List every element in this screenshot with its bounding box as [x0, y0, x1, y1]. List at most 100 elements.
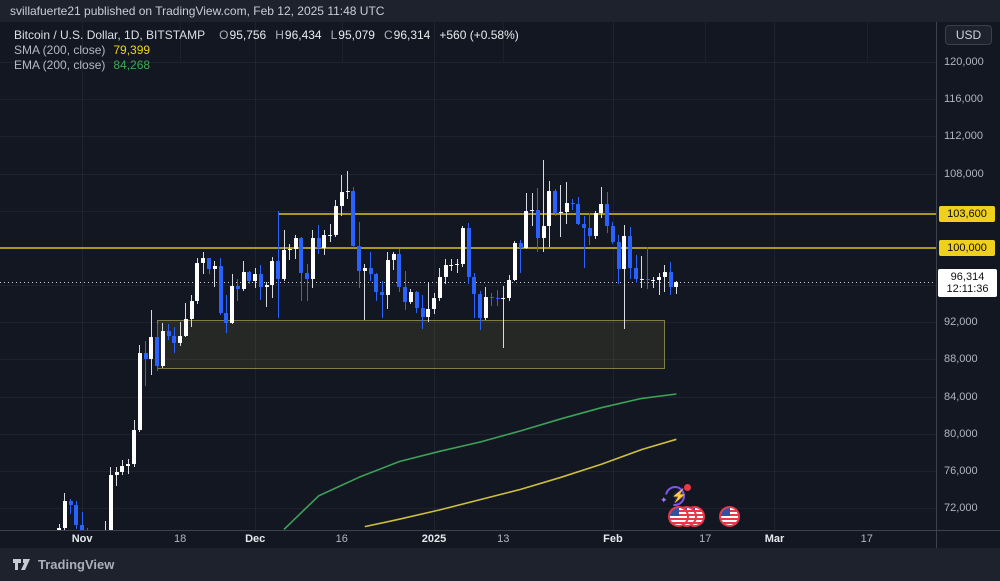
candle-down [420, 308, 425, 317]
candle-down [645, 279, 650, 281]
candle-wick [127, 458, 129, 474]
event-sticker-lightning[interactable]: ⚡ ✦ [660, 482, 692, 512]
candle-wick [266, 282, 268, 308]
candle-down [489, 297, 494, 299]
us-flag-coin-icon [719, 506, 740, 527]
moving-average-curves [283, 393, 677, 530]
candle-wick [289, 244, 291, 260]
candle-down [478, 294, 483, 318]
candle-down [576, 204, 581, 224]
candle-wick [202, 251, 204, 274]
candle-wick [87, 527, 89, 530]
supply-zone-box [157, 320, 665, 370]
level-price-label: 100,000 [939, 239, 995, 256]
candle-up [149, 337, 154, 360]
legend-symbol-row[interactable]: Bitcoin / U.S. Dollar, 1D, BITSTAMP O95,… [14, 28, 519, 42]
candle-wick [658, 272, 660, 296]
candle-wick [145, 341, 147, 387]
candle-wick [393, 251, 395, 271]
candle-down [466, 228, 471, 277]
gridline-vertical [612, 22, 614, 530]
sma-value: 79,399 [113, 43, 151, 57]
symbol-title: Bitcoin / U.S. Dollar, 1D, BITSTAMP [14, 28, 206, 42]
gridline-vertical-minor [866, 22, 868, 62]
candle-up [558, 211, 563, 214]
candle-down [276, 260, 281, 280]
candle-down [397, 254, 402, 287]
candle-up [460, 228, 465, 264]
candle-up [657, 276, 662, 281]
gridline-horizontal [0, 210, 936, 212]
candle-up [287, 248, 292, 250]
gridline-horizontal [0, 136, 936, 138]
time-tick-label: 18 [174, 533, 187, 545]
legend-ema-row[interactable]: EMA (200, close) 84,268 [14, 58, 519, 72]
legend-sma-row[interactable]: SMA (200, close) 79,399 [14, 43, 519, 57]
candle-up [437, 276, 442, 298]
candle-up [622, 235, 627, 270]
candle-up [253, 273, 258, 282]
candle-wick [104, 521, 106, 530]
price-tick-label: 120,000 [944, 56, 984, 68]
candle-down [535, 209, 540, 238]
candle-up [426, 309, 431, 317]
chart-legend: Bitcoin / U.S. Dollar, 1D, BITSTAMP O95,… [14, 28, 519, 73]
candle-down [518, 243, 523, 248]
candle-down [235, 285, 240, 289]
price-pane[interactable]: Bitcoin / U.S. Dollar, 1D, BITSTAMP O95,… [0, 22, 936, 530]
candle-wick [623, 224, 625, 329]
candle-up [483, 297, 488, 318]
candle-up [524, 210, 529, 248]
time-tick-label: 13 [497, 533, 510, 545]
candle-up [501, 298, 506, 299]
candle-down [80, 524, 85, 530]
candle-down [414, 291, 419, 309]
candle-down [628, 235, 633, 269]
candle-up [108, 474, 113, 530]
sparkle-icon: ✦ [660, 495, 668, 505]
candle-down [74, 504, 79, 525]
tradingview-logo-icon [13, 559, 30, 570]
candle-up [270, 260, 275, 285]
publish-bar: svillafuerte21 published on TradingView.… [0, 0, 1000, 22]
candle-up [212, 266, 217, 270]
candle-down [143, 352, 148, 360]
candle-up [293, 237, 298, 249]
candle-down [172, 335, 177, 343]
candle-up [599, 204, 604, 214]
price-axis[interactable]: USD 120,000116,000112,000108,000104,0009… [936, 22, 1000, 548]
candle-up [651, 280, 656, 282]
gridline-vertical [774, 22, 776, 530]
gridline-vertical [434, 22, 436, 530]
price-tick-label: 80,000 [944, 427, 978, 440]
close-value: C96,314 [383, 28, 431, 42]
candle-up [362, 268, 367, 272]
event-sticker-flag-stack[interactable] [668, 506, 710, 528]
candle-down [587, 228, 592, 236]
candle-down [299, 237, 304, 273]
candle-down [403, 286, 408, 302]
candle-down [582, 223, 587, 229]
price-tick-label: 112,000 [944, 130, 983, 143]
candle-up [189, 300, 194, 320]
candle-wick [572, 198, 574, 210]
time-tick-label: Feb [603, 533, 623, 545]
candle-down [368, 268, 373, 274]
candle-up [264, 285, 269, 287]
gridline-vertical-minor [503, 22, 505, 62]
last-price-value: 96,314 [950, 271, 985, 284]
time-axis[interactable]: Nov 18 Dec 16 2025 13 Feb 17 Mar 17 [0, 530, 936, 548]
gridline-horizontal [0, 470, 936, 472]
candle-up [345, 191, 350, 193]
event-sticker-flag[interactable] [719, 506, 741, 528]
time-axis-separator [0, 530, 1000, 531]
currency-button[interactable]: USD [945, 25, 992, 45]
candle-up [310, 237, 315, 280]
candle-up [512, 243, 517, 281]
ema-value: 84,268 [113, 58, 151, 72]
candle-down [351, 191, 356, 246]
candle-down [224, 312, 229, 324]
price-tick-label: 72,000 [944, 502, 978, 514]
candle-up [449, 264, 454, 266]
candle-wick [531, 193, 533, 227]
